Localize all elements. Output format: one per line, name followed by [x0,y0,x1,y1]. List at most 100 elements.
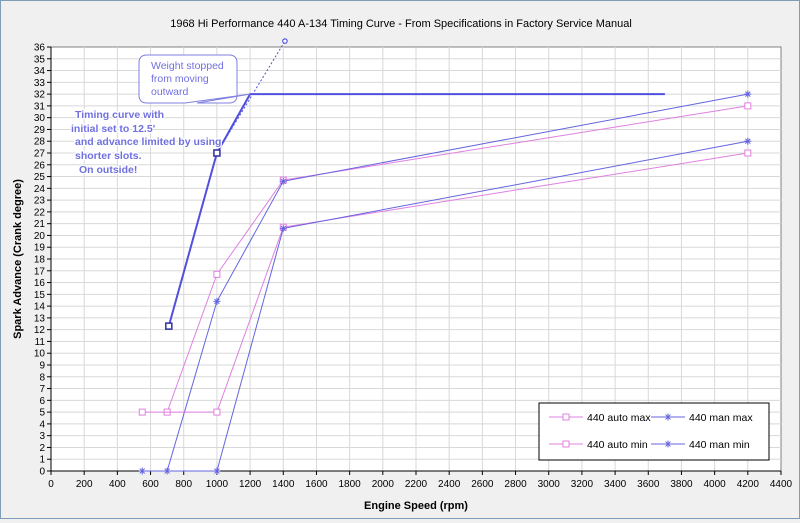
y-tick-label: 15 [34,290,46,301]
legend: 440 auto max 440 man max 440 auto min 440 m… [538,402,770,461]
y-tick-label: 22 [34,207,46,218]
legend-label: 440 man min [689,439,750,451]
note-text-line: Timing curve with [75,109,164,121]
y-tick-label: 26 [34,160,46,171]
x-tick-label: 1200 [239,479,262,490]
x-tick-label: 600 [142,479,159,490]
x-tick-label: 2600 [471,479,494,490]
legend-label: 440 auto min [587,439,648,451]
y-tick-label: 5 [39,408,45,419]
y-tick-label: 8 [39,372,45,383]
callout-text-line: outward [151,86,189,98]
grid-lines [51,47,781,471]
data-point [279,177,287,185]
x-tick-label: 3200 [571,479,594,490]
series-line [166,105,748,413]
note-text-line: and advance limited by using [75,136,221,148]
y-tick-label: 27 [34,149,46,160]
y-tick-label: 10 [34,349,46,360]
y-tick-label: 14 [34,302,46,313]
x-tick-label: 2800 [504,479,527,490]
annotation-timing-curve-note: Timing curve with initial set to 12.5'and… [70,108,223,178]
timing-curve-point [164,322,173,330]
callout-bubble [138,54,251,104]
y-tick-label: 1 [39,455,45,466]
y-tick-label: 20 [34,231,46,242]
y-tick-label: 34 [34,66,46,77]
y-tick-label: 36 [34,43,46,54]
x-axis-label: Engine Speed (rpm) [364,500,468,512]
x-tick-label: 4400 [770,479,793,490]
y-tick-label: 11 [35,337,46,348]
x-tick-label: 800 [175,479,192,490]
y-tick-label: 2 [39,443,45,454]
x-tick-label: 0 [48,479,54,490]
x-tick-label: 400 [109,479,126,490]
chart-title: 1968 Hi Performance 440 A-134 Timing Cur… [170,18,632,30]
legend-items: 440 auto max 440 man max 440 auto min 440 m… [549,412,753,451]
series-layer [138,38,752,475]
y-axis-label: Spark Advance (Crank degree) [12,179,24,339]
y-tick-label: 6 [39,396,45,407]
y-tick-label: 24 [34,184,46,195]
data-point [213,297,221,305]
data-point [213,270,221,278]
data-point [279,224,287,232]
series-custom-timing-curve [164,38,665,330]
y-tick-label: 29 [34,125,46,136]
note-text-line: shorter slots. [75,150,142,162]
callout-text-line: Weight stopped [151,60,224,72]
legend-box [538,402,770,461]
x-tick-label: 3800 [670,479,693,490]
y-tick-label: 25 [34,172,46,183]
data-point [138,467,146,475]
data-point [138,408,146,416]
axes: 0 200 400 600 800 1000 1200 1400 1600 1800 2000 220… [34,43,793,491]
x-tick-label: 1000 [206,479,229,490]
series-line [142,152,748,413]
y-tick-label: 28 [34,137,46,148]
series-line [142,140,748,472]
y-tick-label: 33 [34,78,46,89]
y-tick-label: 30 [34,113,46,124]
y-tick-label: 13 [34,313,46,324]
y-tick-label: 18 [34,255,46,266]
legend-item: 440 auto min [549,439,648,451]
note-text-line: On outside! [79,164,137,176]
x-tick-label: 1400 [272,479,295,490]
data-point [213,408,221,416]
data-point [744,149,752,157]
y-tick-label: 7 [39,384,45,395]
timing-curve-line [167,93,665,327]
legend-item: 440 man min [651,439,750,451]
y-tick-label: 23 [34,196,46,207]
x-tick-label: 1600 [305,479,328,490]
x-tick-label: 4200 [737,479,760,490]
y-tick-label: 32 [34,90,46,101]
legend-swatch-marker [562,413,570,421]
x-tick-label: 2200 [405,479,428,490]
data-point [744,90,752,98]
legend-label: 440 auto max [587,412,651,424]
x-tick-label: 3400 [604,479,627,490]
note-text-line: initial set to 12.5' [71,123,155,135]
callout-text-line: from moving [151,73,209,85]
x-tick-label: 3000 [538,479,561,490]
legend-label: 440 man max [689,412,753,424]
x-tick-label: 2400 [438,479,461,490]
y-tick-label: 0 [39,467,45,478]
data-point [744,137,752,145]
legend-swatch-marker [664,413,672,421]
timing-curve-point [213,149,221,157]
y-tick-label: 17 [34,266,46,277]
series-line [166,93,748,472]
y-tick-label: 31 [34,101,46,112]
x-tick-label: 1800 [339,479,362,490]
y-tick-label: 9 [39,361,45,372]
data-point [213,467,221,475]
legend-swatch-marker [664,440,672,448]
legend-item: 440 auto max [549,412,651,424]
